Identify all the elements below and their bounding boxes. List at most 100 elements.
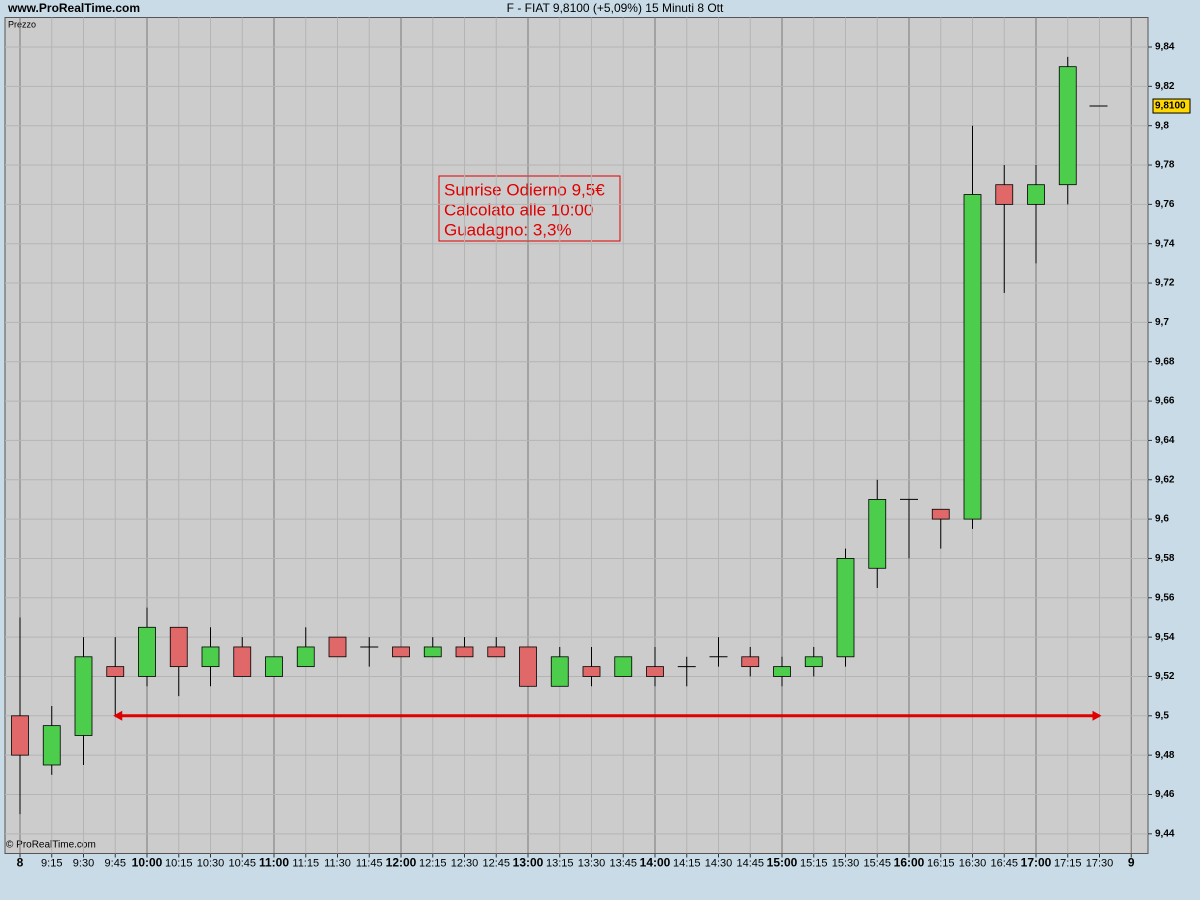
candle-body xyxy=(995,184,1014,205)
candle-body xyxy=(836,558,855,658)
y-tick-label: 9,8 xyxy=(1155,120,1169,131)
candle-body xyxy=(11,715,29,756)
candle-body xyxy=(455,646,474,658)
candle-body xyxy=(868,499,887,569)
x-tick-label: 11:00 xyxy=(259,856,289,870)
y-tick-label: 9,54 xyxy=(1155,632,1175,643)
candle-body xyxy=(423,646,442,658)
panel-label: Prezzo xyxy=(8,19,36,29)
y-tick-label: 9,84 xyxy=(1155,42,1175,53)
candle-body xyxy=(138,626,156,677)
x-tick-label: 8 xyxy=(17,856,24,870)
x-tick-label: 15:00 xyxy=(767,856,798,870)
candle-body xyxy=(614,656,633,677)
copyright: © ProRealTime.com xyxy=(6,840,96,851)
y-tick-label: 9,58 xyxy=(1155,553,1175,564)
candle-body xyxy=(328,636,347,658)
candle-body xyxy=(169,626,188,668)
y-tick-label: 9,5 xyxy=(1155,710,1169,721)
x-tick-label: 16:15 xyxy=(927,857,955,869)
y-tick-label: 9,68 xyxy=(1155,356,1175,367)
y-tick-label: 9,82 xyxy=(1155,81,1175,92)
x-tick-label: 9:15 xyxy=(41,857,62,869)
y-tick-label: 9,72 xyxy=(1155,278,1175,289)
candle-body xyxy=(804,656,823,668)
candle-body xyxy=(265,656,283,677)
candle-body xyxy=(741,656,760,668)
y-tick-label: 9,6 xyxy=(1155,514,1169,525)
candle-body xyxy=(646,666,664,677)
x-tick-label: 14:15 xyxy=(673,857,701,869)
x-tick-label: 16:45 xyxy=(990,857,1018,869)
y-tick-label: 9,56 xyxy=(1155,592,1175,603)
y-tick-label: 9,48 xyxy=(1155,750,1175,761)
y-tick-label: 9,46 xyxy=(1155,789,1175,800)
x-tick-label: 12:30 xyxy=(451,857,479,869)
x-tick-label: 11:45 xyxy=(356,857,383,869)
x-tick-label: 12:45 xyxy=(482,857,510,869)
x-tick-label: 13:45 xyxy=(609,857,637,869)
arrow-head xyxy=(113,710,123,721)
candle-body xyxy=(74,656,93,736)
x-tick-label: 16:30 xyxy=(959,857,987,869)
y-tick-label: 9,52 xyxy=(1155,671,1175,682)
x-tick-label: 14:30 xyxy=(705,857,733,869)
site-link: www.ProRealTime.com xyxy=(7,1,140,15)
candle-body xyxy=(201,646,220,668)
annotation-box xyxy=(438,175,621,242)
candle-body xyxy=(1027,184,1045,205)
x-tick-label: 17:30 xyxy=(1086,857,1114,869)
annotation-line: Sunrise Odierno 9,5€ xyxy=(444,180,605,199)
x-tick-label: 10:30 xyxy=(197,857,225,869)
y-tick-label: 9,62 xyxy=(1155,474,1175,485)
x-tick-label: 12:00 xyxy=(386,856,417,870)
candle-body xyxy=(773,666,791,677)
y-tick-label: 9,64 xyxy=(1155,435,1175,446)
arrow-head xyxy=(1092,710,1102,721)
chart-title: F - FIAT 9,8100 (+5,09%) 15 Minuti 8 Ott xyxy=(507,1,724,15)
x-tick-label: 13:15 xyxy=(546,857,574,869)
candle-body xyxy=(963,194,982,520)
x-tick-label: 11:15 xyxy=(292,857,319,869)
x-tick-label: 10:00 xyxy=(132,856,163,870)
plot-area xyxy=(4,17,1149,854)
x-tick-label: 17:15 xyxy=(1054,857,1082,869)
last-price-badge xyxy=(1152,98,1191,114)
candle-body xyxy=(519,646,537,687)
candle-body xyxy=(233,646,252,677)
x-tick-label: 9:30 xyxy=(73,857,94,869)
x-tick-label: 12:15 xyxy=(419,857,447,869)
x-tick-label: 15:15 xyxy=(800,857,828,869)
x-tick-label: 13:30 xyxy=(578,857,606,869)
candle-body xyxy=(487,646,506,658)
candle-body xyxy=(106,666,125,677)
annotation-line: Guadagno: 3,3% xyxy=(444,220,572,239)
y-tick-label: 9,78 xyxy=(1155,160,1175,171)
x-tick-label: 15:30 xyxy=(832,857,860,869)
candle-body xyxy=(550,656,569,687)
x-tick-label: 13:00 xyxy=(513,856,544,870)
annotation-line: Calcolato alle 10:00 xyxy=(444,200,593,219)
x-tick-label: 10:15 xyxy=(165,857,193,869)
x-tick-label: 10:45 xyxy=(228,857,256,869)
y-tick-label: 9,7 xyxy=(1155,317,1169,328)
x-tick-label: 9:45 xyxy=(105,857,126,869)
candle-body xyxy=(392,646,410,658)
y-tick-label: 9,66 xyxy=(1155,396,1175,407)
x-tick-label: 16:00 xyxy=(894,856,925,870)
candle-body xyxy=(296,646,315,668)
x-tick-label: 14:45 xyxy=(736,857,764,869)
y-tick-label: 9,74 xyxy=(1155,238,1175,249)
x-tick-label: 14:00 xyxy=(640,856,671,870)
candle-body xyxy=(931,508,950,520)
x-tick-label: 11:30 xyxy=(324,857,351,869)
x-tick-label: 9 xyxy=(1128,856,1135,870)
annotation: Sunrise Odierno 9,5€ Calcolato alle 10:0… xyxy=(438,175,621,242)
last-price-label: 9,8100 xyxy=(1155,101,1186,112)
y-tick-label: 9,76 xyxy=(1155,199,1175,210)
x-tick-label: 17:00 xyxy=(1021,856,1052,870)
candle-body xyxy=(1058,66,1077,186)
candle-body xyxy=(582,666,601,677)
